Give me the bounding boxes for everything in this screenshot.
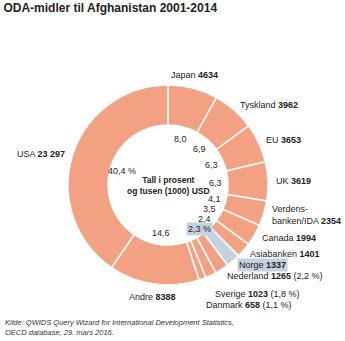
svg-text:Canada 1994: Canada 1994 [262,233,316,243]
svg-text:Asiabanken 1401: Asiabanken 1401 [250,249,320,259]
svg-text:UK 3619: UK 3619 [276,176,311,186]
svg-text:Danmark 658 (1,1 %): Danmark 658 (1,1 %) [206,300,292,310]
svg-text:Nederland 1265 (2,2 %): Nederland 1265 (2,2 %) [227,271,323,281]
svg-text:Kilde: QWIDS Query Wizard for: Kilde: QWIDS Query Wizard for Internatio… [5,318,234,337]
svg-text:Sverige 1023 (1,8 %): Sverige 1023 (1,8 %) [215,289,300,299]
svg-text:Norge 1337: Norge 1337 [239,260,286,270]
svg-text:6,9: 6,9 [193,144,206,154]
svg-text:Japan 4634: Japan 4634 [171,70,218,80]
svg-text:Verdens-banken/IDA 2354: Verdens-banken/IDA 2354 [272,204,341,226]
svg-text:14,6: 14,6 [152,228,170,238]
svg-text:6,3: 6,3 [209,178,222,188]
svg-text:8,0: 8,0 [174,134,187,144]
svg-text:40,4 %: 40,4 % [108,166,136,176]
svg-text:Tyskland 3962: Tyskland 3962 [240,100,298,110]
svg-text:2,4: 2,4 [198,214,211,224]
svg-text:Tall i prosentog tusen (1000): Tall i prosentog tusen (1000) USD [127,175,210,196]
svg-text:4,1: 4,1 [208,194,221,204]
svg-text:EU 3653: EU 3653 [266,135,301,145]
svg-text:3,5: 3,5 [203,204,216,214]
svg-text:USA 23 297: USA 23 297 [17,149,65,159]
svg-text:ODA-midler til Afghanistan 200: ODA-midler til Afghanistan 2001-2014 [3,1,217,15]
svg-text:Andre 8388: Andre 8388 [129,292,176,302]
svg-text:2,3 %: 2,3 % [188,224,211,234]
svg-text:6,3: 6,3 [205,160,218,170]
